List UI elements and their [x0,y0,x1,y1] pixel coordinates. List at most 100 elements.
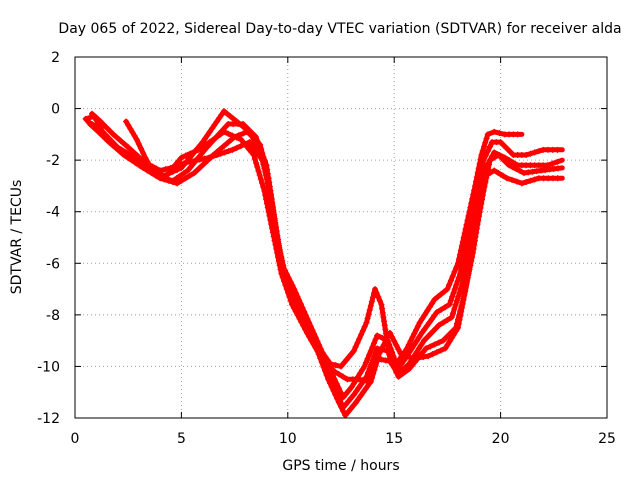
data-point [455,293,462,300]
data-point [278,270,285,277]
data-point [352,343,359,350]
data-point [373,289,380,296]
data-point [292,308,299,315]
data-point [431,341,438,348]
data-point [523,179,530,186]
data-point [426,331,433,338]
data-point [442,304,449,311]
data-point [181,170,188,177]
data-point [198,150,205,157]
data-point [527,177,534,184]
data-point [378,346,385,353]
data-point [328,384,335,391]
data-point [174,180,181,187]
data-point [385,347,392,354]
y-tick-label: -12 [37,411,60,427]
data-point [91,124,98,131]
data-point [486,143,493,150]
data-point [499,155,506,162]
data-point [368,298,375,305]
data-point [386,329,393,336]
data-point [491,154,498,161]
data-point [434,293,441,300]
data-point [508,176,515,183]
data-point [263,200,270,207]
data-point [363,385,370,392]
data-point [182,175,189,182]
data-point [355,384,362,391]
data-point [270,233,277,240]
data-point [332,362,339,369]
data-point [533,168,540,175]
data-point [372,362,379,369]
data-point [230,115,237,122]
data-point [140,150,147,157]
data-point [221,149,228,156]
data-point [345,398,352,405]
data-point [237,142,244,149]
data-point [322,358,329,365]
data-point [482,152,489,159]
data-point [227,113,234,120]
data-point [483,174,490,181]
data-point [407,338,414,345]
y-tick-label: -10 [37,359,60,375]
data-point [314,348,321,355]
data-point [220,108,227,115]
data-point [369,294,376,301]
data-point [355,376,362,383]
data-point [395,373,402,380]
data-point [246,139,253,146]
data-point [340,373,347,380]
data-point [462,284,469,291]
data-point [444,317,451,324]
data-point [517,168,524,175]
data-point [209,153,216,160]
data-point [477,204,484,211]
data-point [272,241,279,248]
data-point [224,139,231,146]
data-point [259,180,266,187]
data-point [507,148,514,155]
data-point [386,355,393,362]
data-point [350,391,357,398]
data-point [325,362,332,369]
data-point [194,167,201,174]
data-point [444,286,451,293]
data-point [199,144,206,151]
data-point [200,161,207,168]
data-point [217,150,224,157]
data-point [165,177,172,184]
data-point [376,350,383,357]
data-point [409,334,416,341]
data-point [373,358,380,365]
data-point [269,203,276,210]
data-point [271,215,278,222]
data-point [169,165,176,172]
data-point [447,297,454,304]
data-point [554,175,561,182]
data-point [282,282,289,289]
data-point [124,154,131,161]
data-point [273,245,280,252]
data-point [345,354,352,361]
data-point [381,318,388,325]
data-point [521,170,528,177]
data-point [225,130,232,137]
y-tick-label: 2 [51,50,60,66]
data-point [334,395,341,402]
data-point [500,142,507,149]
data-point [398,360,405,367]
data-point [335,399,342,406]
data-point [287,297,294,304]
data-point [213,133,220,140]
data-point [260,161,267,168]
data-point [297,308,304,315]
data-point [209,125,216,132]
data-point [352,399,359,406]
data-point [294,312,301,319]
data-point [283,286,290,293]
data-point [216,115,223,122]
data-point [243,142,250,149]
